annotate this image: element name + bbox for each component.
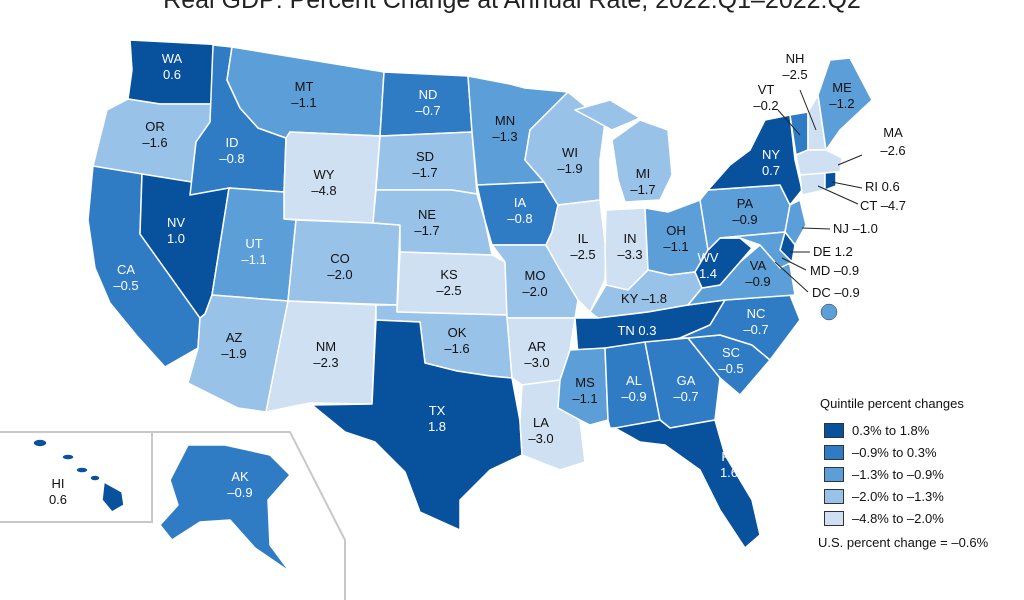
state-MI-UP: [574, 99, 641, 131]
label-ND: ND –0.7: [415, 87, 440, 118]
label-MN: MN –1.3: [492, 113, 517, 144]
label-ID: ID –0.8: [219, 135, 244, 166]
callout-CT: CT –4.7: [860, 198, 906, 213]
label-IN: IN –3.3: [617, 231, 642, 262]
label-LA: LA –3.0: [528, 415, 553, 446]
label-AL: AL –0.9: [621, 373, 646, 404]
label-CA: CA –0.5: [113, 262, 138, 293]
callout-DE: DE 1.2: [813, 244, 853, 259]
label-NE: NE –1.7: [414, 207, 439, 238]
legend-swatch: [824, 510, 844, 526]
state-FL: [614, 419, 761, 549]
state-MI: [611, 119, 673, 203]
callout-RI: RI 0.6: [865, 179, 900, 194]
legend-label: –1.3% to –0.9%: [852, 466, 944, 482]
callout-MA: MA –2.6: [880, 125, 905, 158]
label-NV: NV 1.0: [167, 215, 185, 246]
legend-swatch: [824, 422, 844, 438]
callout-leaders: [774, 89, 863, 293]
state-CO: [287, 219, 401, 306]
label-FL: FL 1.6: [720, 449, 738, 480]
state-MD: [719, 231, 793, 269]
label-ME: ME –1.2: [829, 80, 854, 111]
state-TX: [311, 319, 523, 531]
legend-label: –4.8% to –2.0%: [852, 510, 944, 526]
legend-swatch: [824, 488, 844, 504]
state-CT: [799, 172, 826, 196]
state-NY: [707, 114, 803, 206]
state-MA: [795, 149, 843, 176]
label-NM: NM –2.3: [313, 339, 338, 370]
label-KY: KY –1.8: [621, 291, 667, 306]
label-AZ: AZ –1.9: [221, 330, 246, 361]
legend: Quintile percent changes 0.3% to 1.8% –0…: [818, 396, 1018, 550]
label-NY: NY 0.7: [762, 147, 780, 178]
legend-item: –2.0% to –1.3%: [824, 485, 1018, 507]
us-percent-change: U.S. percent change = –0.6%: [818, 535, 989, 550]
state-RI: [824, 171, 837, 191]
dc-marker: [820, 303, 838, 321]
hawaii-frame: [0, 432, 153, 523]
state-AK: [159, 444, 291, 573]
label-OK: OK –1.6: [444, 325, 469, 356]
inset-frame: [0, 431, 346, 600]
callout-NJ: NJ –1.0: [833, 221, 878, 236]
state-NJ: [784, 199, 807, 246]
callout-NH: NH –2.5: [782, 51, 807, 82]
label-HI: HI 0.6: [49, 476, 67, 507]
label-WY: WY –4.8: [311, 167, 336, 198]
state-HI: [89, 474, 101, 482]
label-MS: MS –1.1: [572, 375, 597, 406]
legend-label: 0.3% to 1.8%: [852, 422, 930, 438]
legend-title: Quintile percent changes: [820, 396, 964, 411]
label-NC: NC –0.7: [743, 306, 768, 337]
callout-DC: DC –0.9: [812, 285, 860, 300]
legend-item: –4.8% to –2.0%: [824, 507, 1018, 529]
label-WI: WI –1.9: [557, 145, 582, 176]
label-MT: MT –1.1: [291, 79, 316, 110]
label-OR: OR –1.6: [142, 119, 167, 150]
callout-VT: VT –0.2: [753, 82, 778, 113]
legend-swatch: [824, 444, 844, 460]
label-TX: TX 1.8: [428, 403, 446, 434]
state-HI: [75, 466, 89, 474]
state-IL: [545, 199, 607, 313]
label-MO: MO –2.0: [522, 268, 547, 299]
label-WA: WA 0.6: [162, 51, 183, 82]
label-SC: SC –0.5: [718, 345, 743, 376]
legend-label: –2.0% to –1.3%: [852, 488, 944, 504]
label-UT: UT –1.1: [241, 236, 266, 267]
callout-MD: MD –0.9: [810, 263, 859, 278]
label-KS: KS –2.5: [436, 267, 461, 298]
label-MI: MI –1.7: [630, 166, 655, 197]
label-IA: IA –0.8: [507, 195, 532, 226]
legend-item: 0.3% to 1.8%: [824, 419, 1018, 441]
label-WV: WV 1.4: [698, 250, 719, 281]
label-OH: OH –1.1: [663, 223, 688, 254]
map-title: Real GDP: Percent Change at Annual Rate,…: [163, 0, 861, 14]
legend-label: –0.9% to 0.3%: [852, 444, 937, 460]
legend-item: –0.9% to 0.3%: [824, 441, 1018, 463]
label-AR: AR –3.0: [524, 339, 549, 370]
state-HI: [101, 481, 125, 513]
label-SD: SD –1.7: [412, 149, 437, 180]
label-CO: CO –2.0: [327, 251, 352, 282]
label-VA: VA –0.9: [745, 258, 770, 289]
label-PA: PA –0.9: [732, 196, 757, 227]
label-GA: GA –0.7: [673, 373, 698, 404]
state-HI: [61, 453, 75, 461]
label-TN: TN 0.3: [617, 323, 656, 338]
label-IL: IL –2.5: [570, 231, 595, 262]
state-HI: [32, 438, 48, 448]
legend-item: –1.3% to –0.9%: [824, 463, 1018, 485]
legend-swatch: [824, 466, 844, 482]
label-AK: AK –0.9: [227, 469, 252, 500]
state-WI: [524, 91, 606, 206]
